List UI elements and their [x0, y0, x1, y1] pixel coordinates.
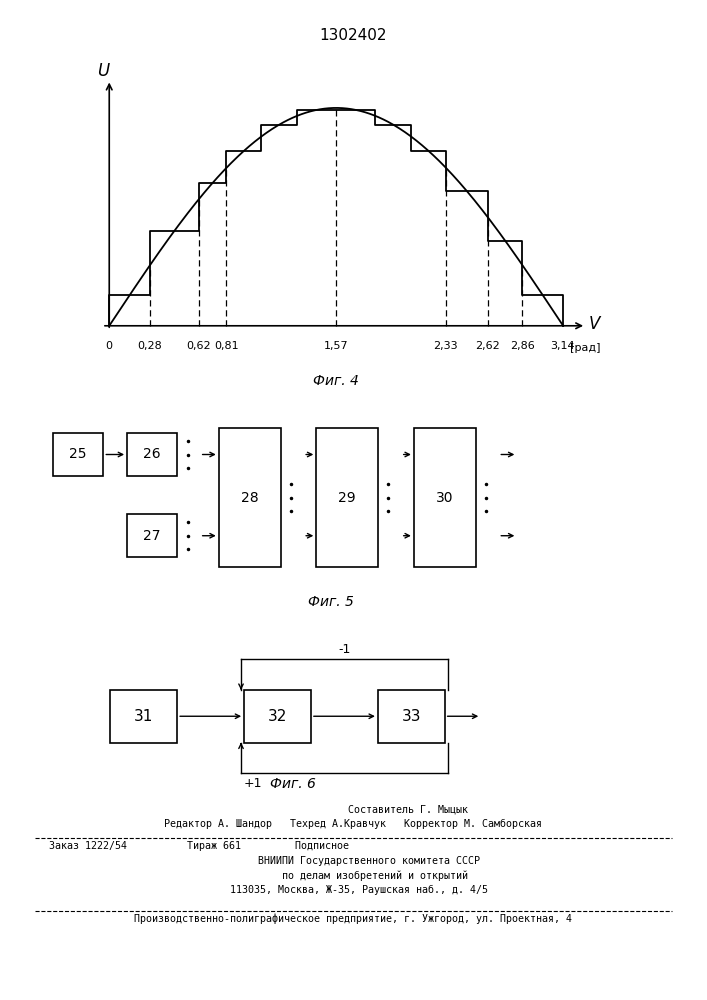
Text: 3,14: 3,14 [551, 341, 575, 351]
Bar [127, 433, 177, 476]
Text: 2,62: 2,62 [475, 341, 500, 351]
Text: 25: 25 [69, 448, 87, 462]
Text: U: U [98, 62, 110, 80]
Bar [218, 428, 281, 567]
Text: 30: 30 [436, 490, 454, 504]
Bar [378, 690, 445, 742]
Text: 29: 29 [339, 490, 356, 504]
Text: 2,33: 2,33 [433, 341, 458, 351]
Text: Фиг. 5: Фиг. 5 [308, 595, 354, 609]
Text: Заказ 1222/54          Тираж 661         Подписное: Заказ 1222/54 Тираж 661 Подписное [49, 841, 349, 851]
Text: 1302402: 1302402 [320, 28, 387, 43]
Text: 0: 0 [106, 341, 112, 351]
Text: Производственно-полиграфическое предприятие, г. Ужгород, ул. Проектная, 4: Производственно-полиграфическое предприя… [134, 914, 573, 924]
Text: 28: 28 [241, 490, 259, 504]
Text: 113035, Москва, Ж-35, Раушская наб., д. 4/5: 113035, Москва, Ж-35, Раушская наб., д. … [218, 885, 489, 895]
Text: Фиг. 6: Фиг. 6 [270, 777, 315, 791]
Text: V: V [589, 315, 600, 333]
Text: 0,81: 0,81 [214, 341, 238, 351]
Text: Составитель Г. Мыцык: Составитель Г. Мыцык [240, 804, 467, 814]
Text: по делам изобретений и открытий: по делам изобретений и открытий [240, 870, 467, 881]
Text: 2,86: 2,86 [510, 341, 534, 351]
Text: [рад]: [рад] [570, 343, 601, 353]
Text: Редактор А. Шандор   Техред А.Кравчук   Корректор М. Самборская: Редактор А. Шандор Техред А.Кравчук Корр… [165, 818, 542, 829]
Text: 31: 31 [134, 709, 153, 724]
Text: Фиг. 4: Фиг. 4 [313, 374, 359, 388]
Text: 1,57: 1,57 [324, 341, 349, 351]
Text: 0,62: 0,62 [187, 341, 211, 351]
Bar [53, 433, 103, 476]
Bar [316, 428, 378, 567]
Text: 27: 27 [144, 529, 161, 543]
Text: 32: 32 [268, 709, 287, 724]
Bar [110, 690, 177, 742]
Text: +1: +1 [244, 777, 262, 790]
Bar [127, 514, 177, 557]
Bar [244, 690, 311, 742]
Text: 33: 33 [402, 709, 421, 724]
Bar [414, 428, 476, 567]
Text: 0,28: 0,28 [137, 341, 162, 351]
Text: ВНИИПИ Государственного комитета СССР: ВНИИПИ Государственного комитета СССР [228, 856, 479, 866]
Text: 26: 26 [144, 448, 161, 462]
Text: -1: -1 [338, 643, 351, 656]
